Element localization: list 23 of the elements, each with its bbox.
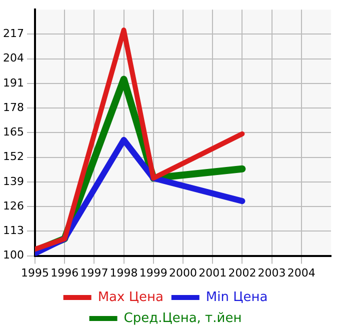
y-tick-label: 204 bbox=[2, 52, 24, 65]
x-tick-label: 1998 bbox=[110, 266, 138, 280]
x-tick-label: 1996 bbox=[50, 266, 79, 280]
x-tick-label: 2003 bbox=[258, 266, 286, 280]
x-tick-label: 1999 bbox=[139, 266, 168, 280]
y-tick-label: 113 bbox=[2, 224, 24, 238]
x-tick-label: 2000 bbox=[169, 266, 197, 280]
y-tick-label: 100 bbox=[2, 248, 24, 262]
x-tick-label: 1997 bbox=[80, 266, 108, 280]
y-tick-label: 191 bbox=[2, 76, 24, 90]
x-tick-label: 1995 bbox=[20, 266, 49, 280]
x-tick-label: 2004 bbox=[287, 266, 316, 280]
y-tick-label: 152 bbox=[2, 150, 24, 164]
y-tick-label: 217 bbox=[2, 27, 24, 40]
legend-label: Min Цена bbox=[206, 290, 268, 305]
y-tick-label: 178 bbox=[2, 100, 24, 114]
x-tick-label: 2002 bbox=[228, 266, 256, 280]
y-tick-label: 165 bbox=[2, 126, 24, 139]
legend-label: Сред.Цена, т.йен bbox=[124, 310, 242, 326]
x-tick-label: 2001 bbox=[198, 266, 227, 280]
y-tick-label: 126 bbox=[2, 199, 24, 212]
y-tick-label: 139 bbox=[2, 174, 24, 188]
legend-label: Max Цена bbox=[98, 290, 164, 305]
